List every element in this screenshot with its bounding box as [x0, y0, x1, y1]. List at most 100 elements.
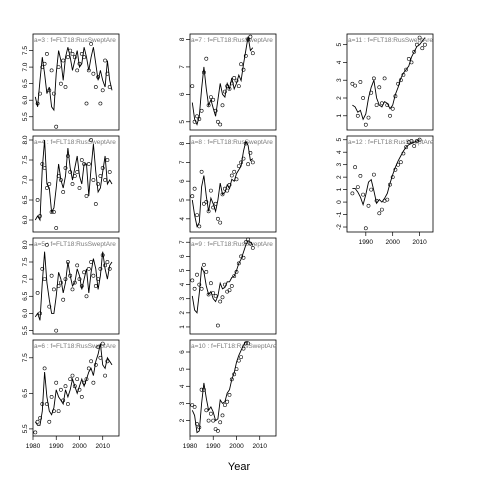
data-point [82, 162, 87, 166]
data-point [390, 106, 395, 111]
data-point [52, 409, 56, 414]
x-tick-label: 1980 [26, 443, 41, 450]
data-point [49, 68, 54, 73]
y-tick-label: 7 [179, 160, 186, 164]
panel-frame [346, 135, 434, 233]
data-point [409, 60, 414, 65]
data-point [89, 138, 94, 142]
data-point [66, 55, 70, 60]
data-point [204, 269, 209, 274]
data-point [79, 394, 84, 399]
data-point [250, 160, 255, 165]
y-tick-label: 6 [179, 254, 186, 258]
data-point [45, 402, 49, 406]
data-point [363, 122, 368, 127]
data-point [72, 174, 77, 178]
data-point [70, 182, 75, 186]
data-point [220, 192, 225, 197]
fitted-line [34, 47, 113, 112]
data-point [35, 419, 40, 424]
data-point [385, 197, 390, 202]
data-point [75, 263, 80, 268]
data-point [40, 162, 45, 166]
y-tick-label: 5.5 [22, 424, 29, 433]
y-tick-label: 7.0 [22, 175, 29, 184]
data-point [54, 226, 59, 230]
x-tick-label: 2010 [412, 239, 427, 246]
data-point [420, 46, 425, 51]
data-point [393, 94, 398, 99]
data-point [398, 160, 403, 165]
data-point [218, 420, 223, 425]
data-point [229, 377, 234, 382]
data-point [199, 169, 204, 174]
x-tick-label: 2000 [385, 239, 400, 246]
y-tick-label: 6.0 [22, 215, 29, 224]
data-point [208, 95, 213, 100]
y-tick-label: -1 [336, 211, 343, 217]
data-point [45, 52, 49, 56]
data-point [105, 260, 110, 264]
data-point [197, 282, 202, 287]
y-tick-label: 5 [336, 138, 343, 142]
y-tick-label: 3 [179, 401, 186, 405]
data-point [358, 80, 363, 84]
data-point [52, 210, 56, 214]
data-point [234, 367, 239, 372]
data-point [68, 377, 73, 382]
data-point [107, 170, 112, 174]
data-point [98, 355, 103, 360]
y-tick-label: 1 [336, 187, 343, 191]
data-point [61, 398, 66, 403]
data-point [190, 278, 195, 283]
x-tick-label: 2000 [229, 443, 244, 450]
data-point [192, 119, 197, 124]
x-tick-label: 1980 [183, 443, 198, 450]
data-point [98, 174, 103, 178]
fitted-line [352, 139, 420, 207]
data-point [248, 150, 253, 155]
x-tick-label: 2000 [72, 443, 87, 450]
data-point [59, 178, 63, 182]
data-point [52, 287, 56, 292]
data-point [361, 96, 366, 100]
data-point [103, 263, 108, 268]
data-point [208, 281, 213, 286]
panel-frame [189, 33, 277, 131]
data-point [59, 280, 63, 285]
panel: a=4 : f=FLT18:RusSweptAre 6.0 6.5 7.0 7.5 8.0 [22, 135, 120, 233]
data-point [98, 266, 103, 271]
data-point [96, 182, 101, 186]
data-point [86, 68, 91, 73]
data-point [190, 194, 195, 199]
y-tick-label: 4 [336, 60, 343, 64]
y-tick-label: 7.0 [22, 274, 29, 283]
fitted-line [34, 139, 113, 222]
y-tick-label: 1 [179, 325, 186, 329]
y-tick-label: 1 [336, 114, 343, 118]
data-point [227, 392, 232, 397]
x-tick-label: 2010 [95, 443, 110, 450]
data-point [225, 399, 230, 404]
panel: a=11 : f=FLT18:RusSweptAre 1 2 3 4 5 [336, 33, 433, 131]
data-point [42, 277, 47, 282]
data-point [227, 182, 232, 187]
data-point [404, 145, 409, 150]
data-point [47, 182, 52, 186]
data-point [232, 169, 237, 174]
data-point [105, 158, 110, 162]
data-point [241, 346, 246, 351]
data-point [192, 286, 197, 291]
y-tick-label: 8 [179, 37, 186, 41]
data-point [105, 71, 110, 76]
data-point [239, 62, 244, 67]
y-tick-label: 6 [179, 92, 186, 96]
data-point [72, 384, 77, 389]
data-point [89, 42, 94, 46]
data-point [197, 224, 202, 229]
data-point [248, 34, 253, 39]
data-point [350, 81, 355, 86]
data-point [68, 170, 73, 174]
data-point [38, 311, 42, 316]
data-point [42, 61, 47, 66]
